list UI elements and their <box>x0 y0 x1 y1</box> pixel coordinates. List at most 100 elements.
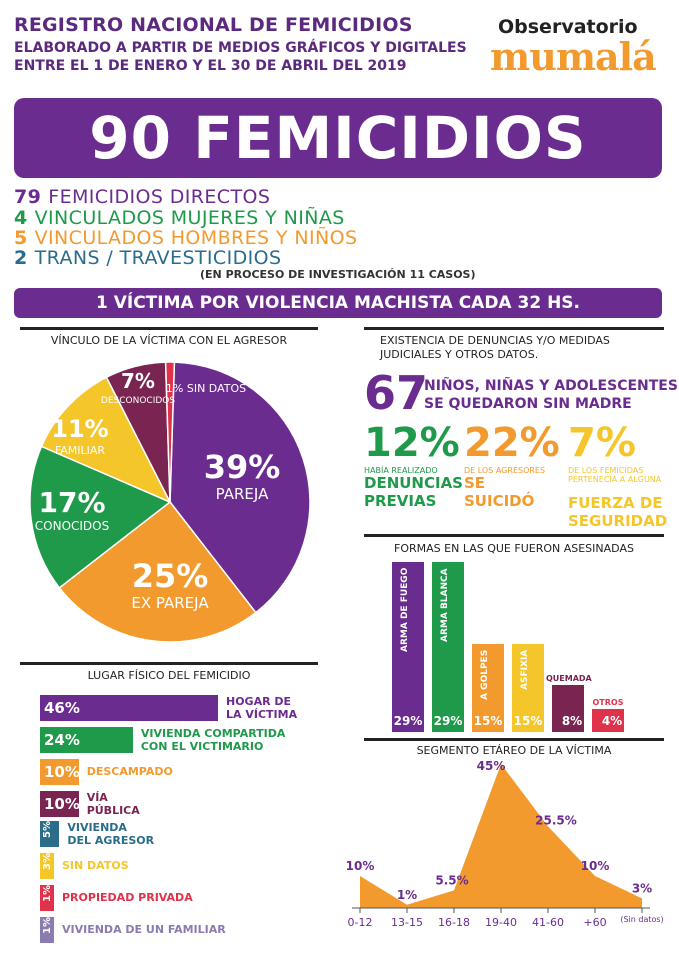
section-divider <box>364 327 664 330</box>
data-label: 25.5% <box>535 813 577 827</box>
pie-slice <box>58 500 257 643</box>
hbar-label-line: SIN DATOS <box>62 859 129 872</box>
pie-slice <box>169 361 311 614</box>
pie-category-label: DESCONOCIDOS <box>101 396 175 406</box>
hbar-label-line: VIVIENDA <box>67 821 127 834</box>
hbar-category-label: VIVIENDA DE UN FAMILIAR <box>62 923 226 936</box>
hbar-label-line: LA VÍCTIMA <box>226 708 298 721</box>
formas-bar-chart: ARMA DE FUEGO 29% ARMA BLANCA 29% A GOLPES 15… <box>392 562 632 732</box>
denuncia-pct: 7% <box>568 420 636 466</box>
breakdown-item: 4 VINCULADOS MUJERES Y NIÑAS <box>14 207 345 229</box>
pie-slice <box>164 361 176 503</box>
hbar: 46% <box>40 695 218 721</box>
vbar: ASFIXIA 15% <box>512 644 544 732</box>
section-divider <box>20 327 318 330</box>
denuncia-big-text: PREVIAS <box>364 492 437 510</box>
breakdown-label: FEMICIDIOS DIRECTOS <box>48 186 271 208</box>
orphans-number: 67 <box>364 366 429 420</box>
denuncia-big-text: SE <box>464 474 486 492</box>
section-divider <box>364 534 664 537</box>
hbar-category-label: VÍA PÚBLICA <box>87 791 140 817</box>
denuncia-big-text: DENUNCIAS <box>364 474 463 492</box>
vbar-value-label: 4% <box>601 714 623 728</box>
hbar: 3% <box>40 853 54 879</box>
hbar-value-label: 46% <box>44 699 80 717</box>
pie-category-label: FAMILIAR <box>55 444 105 457</box>
hbar-value-label: 1% <box>42 885 53 902</box>
breakdown-item: 5 VINCULADOS HOMBRES Y NIÑOS <box>14 227 357 249</box>
hbar-label-line: VÍA <box>86 791 108 804</box>
hbar-value-label: 10% <box>44 795 80 813</box>
denuncia-big-text: FUERZA DE <box>568 494 663 512</box>
hbar: 24% <box>40 727 133 753</box>
logo-mumala: mumalá <box>490 34 657 79</box>
vbar: 8% <box>552 685 584 732</box>
investigation-note: (EN PROCESO DE INVESTIGACIÓN 11 CASOS) <box>200 268 476 281</box>
x-tick-label: 41-60 <box>532 916 564 929</box>
vinculo-title: VÍNCULO DE LA VÍCTIMA CON EL AGRESOR <box>50 334 288 347</box>
vbar-value-label: 29% <box>433 714 463 728</box>
breakdown-count: 4 <box>14 207 35 229</box>
hbar-category-label: PROPIEDAD PRIVADA <box>62 891 193 904</box>
vbar-category-label: A GOLPES <box>480 650 490 701</box>
hbar-label-line: CON EL VICTIMARIO <box>140 740 264 753</box>
hbar-value-label: 1% <box>42 917 53 934</box>
pie-label: 1% SIN DATOS <box>166 382 246 395</box>
hbar-value-label: 24% <box>44 731 80 749</box>
subtitle-line1: ELABORADO A PARTIR DE MEDIOS GRÁFICOS Y … <box>14 40 467 56</box>
section-divider <box>364 738 664 741</box>
frequency-banner: 1 VÍCTIMA POR VIOLENCIA MACHISTA CADA 32… <box>14 288 662 318</box>
x-tick-label: 13-15 <box>391 916 423 929</box>
hbar-value-label: 3% <box>42 853 53 870</box>
vbar-value-label: 15% <box>473 714 503 728</box>
pie-value-label: 17% <box>38 486 105 519</box>
edad-title: SEGMENTO ETÁREO DE LA VÍCTIMA <box>416 744 612 757</box>
denuncia-small-text: DE LOS FEMICIDAS PERTENECÍA A ALGUNA <box>568 466 662 484</box>
vinculo-pie-chart: 39%PAREJA 25%EX PAREJA 17%CONOCIDOS 11%FAMI… <box>29 361 311 643</box>
hbar-category-label: SIN DATOS <box>62 859 129 872</box>
x-tick-label: 16-18 <box>438 916 470 929</box>
x-tick-label: +60 <box>583 916 606 929</box>
page-title: REGISTRO NACIONAL DE FEMICIDIOS <box>14 14 413 36</box>
denuncia-pct: 22% <box>464 420 560 466</box>
pie-value-label: 39% <box>204 448 281 486</box>
vbar-value-label: 15% <box>513 714 543 728</box>
lugar-title: LUGAR FÍSICO DEL FEMICIDIO <box>87 669 251 682</box>
data-label: 5.5% <box>435 873 468 887</box>
hbar: 10% <box>40 759 80 785</box>
vbar-value-label: 8% <box>561 714 583 728</box>
pie-slice <box>29 445 172 589</box>
denuncia-small-text: DE LOS AGRESORES <box>464 466 546 475</box>
breakdown-item: 2 TRANS / TRAVESTICIDIOS <box>14 247 281 269</box>
vbar: A GOLPES 15% <box>472 644 504 732</box>
orphans-text-2: SE QUEDARON SIN MADRE <box>424 396 632 412</box>
hbar: 1% <box>40 885 54 911</box>
vbar-category-label: ARMA BLANCA <box>440 568 450 642</box>
hbar-label-line: PROPIEDAD PRIVADA <box>62 891 193 904</box>
x-tick-label: 0-12 <box>348 916 373 929</box>
vbar: ARMA BLANCA 29% <box>432 562 464 732</box>
data-label: 45% <box>477 759 506 773</box>
denuncias-title-1: EXISTENCIA DE DENUNCIAS Y/O MEDIDAS <box>380 334 610 347</box>
vbar-category-label: OTROS <box>592 697 624 707</box>
pie-value-label: 7% <box>121 369 155 393</box>
hbar-category-label: VIVIENDA DEL AGRESOR <box>67 821 154 847</box>
hbar-label-line: DESCAMPADO <box>86 765 173 778</box>
pie-slice <box>40 376 172 504</box>
x-tick-label: 19-40 <box>485 916 517 929</box>
hbar-category-label: VIVIENDA COMPARTIDA CON EL VICTIMARIO <box>141 727 286 753</box>
hbar-label-line: VIVIENDA DE UN FAMILIAR <box>62 923 226 936</box>
vbar-value-label: 29% <box>393 714 423 728</box>
data-label: 10% <box>581 859 610 873</box>
denuncia-big-text: SEGURIDAD <box>568 512 668 530</box>
vbar: 4% <box>592 708 624 732</box>
x-tick-label: (Sin datos) <box>620 915 663 924</box>
edad-area-chart: 0-12 13-15 16-18 19-40 41-60 +60 (Sin datos) 10… <box>346 759 664 929</box>
vbar: ARMA DE FUEGO 29% <box>392 562 424 732</box>
breakdown-count: 5 <box>14 227 35 249</box>
pie-value-label: 25% <box>132 557 209 595</box>
logo-text-top: Observatorio <box>498 16 638 38</box>
hbar-category-label: DESCAMPADO <box>87 765 173 778</box>
breakdown-label: TRANS / TRAVESTICIDIOS <box>34 247 282 269</box>
hbar: 1% <box>40 917 54 943</box>
